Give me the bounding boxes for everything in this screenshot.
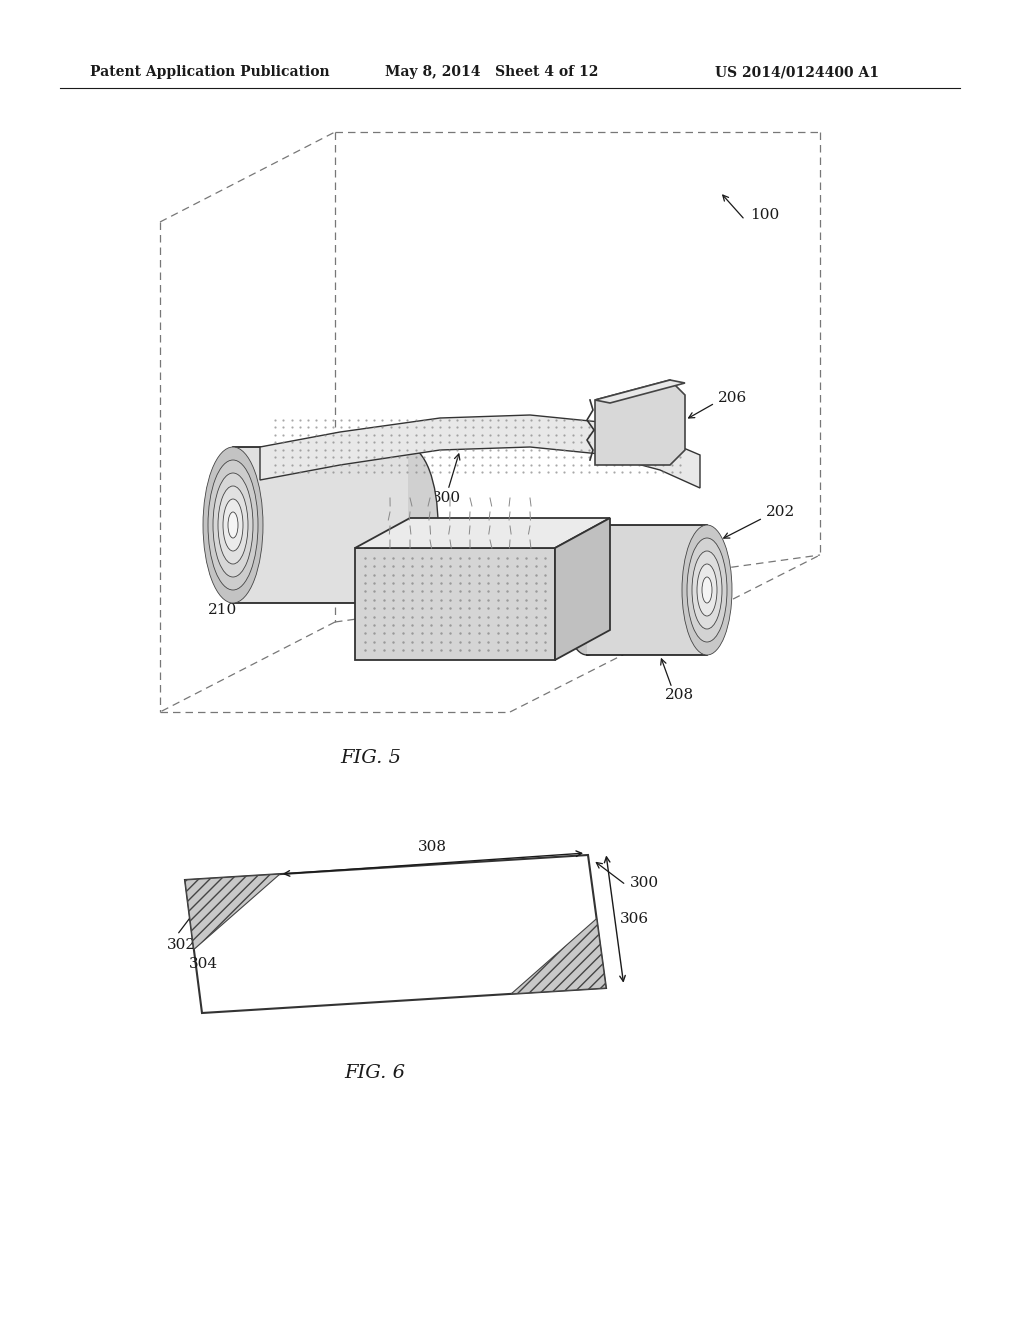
Polygon shape [185,855,606,1012]
Text: May 8, 2014   Sheet 4 of 12: May 8, 2014 Sheet 4 of 12 [385,65,598,79]
Text: 206: 206 [718,391,748,405]
Polygon shape [355,517,610,548]
Text: FIG. 5: FIG. 5 [340,748,401,767]
Polygon shape [511,919,606,994]
Text: FIG. 6: FIG. 6 [344,1064,406,1082]
Ellipse shape [697,564,717,616]
Text: 202: 202 [766,506,796,519]
Ellipse shape [378,447,438,603]
Text: 302: 302 [167,939,197,952]
Ellipse shape [203,447,263,603]
Text: 300: 300 [630,876,659,890]
Text: 306: 306 [620,912,649,927]
Polygon shape [185,874,280,949]
Text: Patent Application Publication: Patent Application Publication [90,65,330,79]
Text: 210: 210 [208,603,238,616]
Ellipse shape [702,577,712,603]
Ellipse shape [692,550,722,630]
Text: 308: 308 [418,840,447,854]
Polygon shape [355,548,555,660]
Text: 300: 300 [432,491,461,506]
Ellipse shape [682,525,732,655]
Text: 220: 220 [298,541,328,554]
Text: 304: 304 [188,957,218,972]
Polygon shape [595,380,685,403]
Ellipse shape [213,473,253,577]
Polygon shape [587,525,707,655]
Polygon shape [233,447,408,603]
Text: 208: 208 [665,688,694,702]
Ellipse shape [218,486,248,564]
Polygon shape [260,414,700,488]
Polygon shape [555,517,610,660]
Polygon shape [595,380,685,465]
Ellipse shape [223,499,243,550]
Ellipse shape [208,459,258,590]
Text: 200: 200 [350,590,379,605]
Ellipse shape [687,539,727,642]
Text: US 2014/0124400 A1: US 2014/0124400 A1 [715,65,879,79]
Text: 200: 200 [350,573,379,587]
Ellipse shape [562,525,612,655]
Text: 100: 100 [750,209,779,222]
Ellipse shape [228,512,238,539]
